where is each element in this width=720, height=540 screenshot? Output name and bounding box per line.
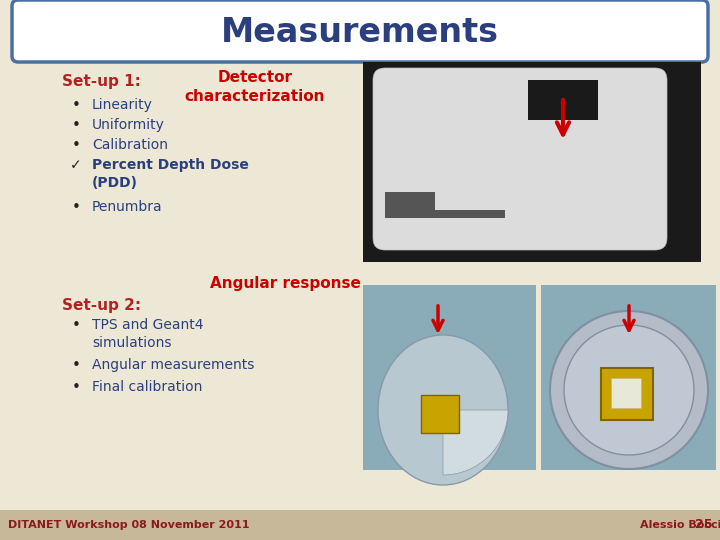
Text: Final calibration: Final calibration <box>92 380 202 394</box>
FancyBboxPatch shape <box>12 0 708 62</box>
Ellipse shape <box>564 325 694 455</box>
Text: Measurements: Measurements <box>221 16 499 49</box>
FancyBboxPatch shape <box>373 68 667 250</box>
Bar <box>363 285 536 470</box>
Text: TPS and Geant4
simulations: TPS and Geant4 simulations <box>92 318 204 350</box>
Ellipse shape <box>378 335 508 485</box>
Text: •: • <box>72 358 81 373</box>
Text: •: • <box>72 98 81 113</box>
Bar <box>421 395 459 433</box>
Text: Set-up 2:: Set-up 2: <box>62 298 141 313</box>
Text: Percent Depth Dose
(PDD): Percent Depth Dose (PDD) <box>92 158 249 191</box>
Text: Alessio Bocci, CNA: Alessio Bocci, CNA <box>640 520 720 530</box>
Bar <box>528 80 598 120</box>
Text: Calibration: Calibration <box>92 138 168 152</box>
Bar <box>601 368 653 420</box>
Text: Angular response: Angular response <box>210 276 361 291</box>
Text: •: • <box>72 318 81 333</box>
Text: 25: 25 <box>695 518 712 531</box>
Text: •: • <box>72 200 81 215</box>
Wedge shape <box>443 410 508 475</box>
Bar <box>611 378 641 408</box>
Bar <box>541 285 716 470</box>
Bar <box>363 62 701 262</box>
Text: Set-up 1:: Set-up 1: <box>62 74 141 89</box>
Text: ✓: ✓ <box>70 158 81 172</box>
Text: •: • <box>72 380 81 395</box>
Text: •: • <box>72 138 81 153</box>
Bar <box>0 510 720 540</box>
Text: Uniformity: Uniformity <box>92 118 165 132</box>
Ellipse shape <box>550 311 708 469</box>
Text: Detector
characterization: Detector characterization <box>185 70 325 104</box>
Text: Linearity: Linearity <box>92 98 153 112</box>
Bar <box>385 210 505 218</box>
Bar <box>385 192 435 210</box>
Text: Penumbra: Penumbra <box>92 200 163 214</box>
Text: Angular measurements: Angular measurements <box>92 358 254 372</box>
Text: •: • <box>72 118 81 133</box>
Text: DITANET Workshop 08 November 2011: DITANET Workshop 08 November 2011 <box>8 520 250 530</box>
